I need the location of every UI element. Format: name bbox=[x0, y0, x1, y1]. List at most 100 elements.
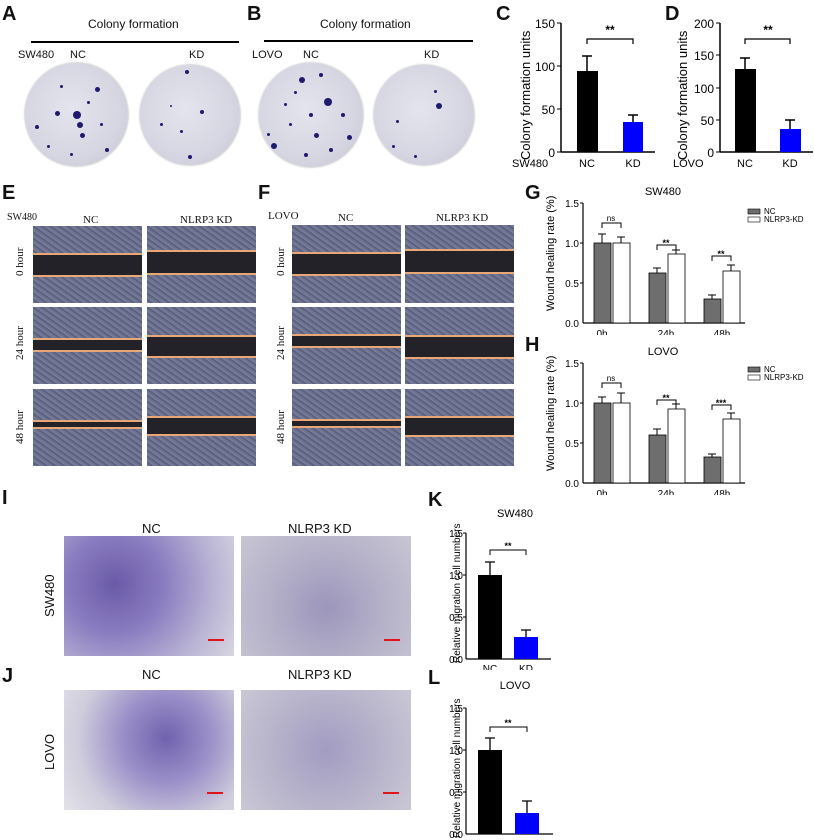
svg-text:ns: ns bbox=[607, 374, 615, 383]
svg-text:1.5: 1.5 bbox=[449, 529, 463, 540]
panel-a-underline bbox=[31, 41, 239, 43]
svg-text:1.0: 1.0 bbox=[565, 399, 579, 410]
colony-dish-sw480-kd bbox=[140, 65, 240, 165]
svg-text:100: 100 bbox=[694, 82, 714, 96]
svg-text:150: 150 bbox=[535, 17, 555, 31]
panel-e-row-48h: 48 hour bbox=[14, 410, 26, 444]
svg-text:NLRP3-KD: NLRP3-KD bbox=[764, 215, 804, 224]
svg-text:**: ** bbox=[504, 541, 512, 551]
svg-text:SW480: SW480 bbox=[512, 158, 548, 170]
svg-text:100: 100 bbox=[535, 60, 555, 74]
svg-text:50: 50 bbox=[542, 103, 556, 117]
svg-text:1.5: 1.5 bbox=[565, 199, 579, 210]
svg-text:150: 150 bbox=[694, 49, 714, 63]
chart-h-ylabel: Wound healing rate (%) bbox=[545, 356, 557, 471]
svg-text:0.0: 0.0 bbox=[449, 830, 463, 840]
wound-image-lovo-nc-48h bbox=[292, 389, 401, 466]
svg-text:0h: 0h bbox=[596, 489, 607, 495]
chart-g-wound-sw480: SW480 Wound healing rate (%) 1.5 1.0 0.5… bbox=[545, 186, 804, 335]
wound-image-sw480-kd-0h bbox=[147, 226, 256, 303]
svg-text:***: *** bbox=[716, 398, 727, 408]
transwell-image-sw480-kd bbox=[241, 536, 411, 656]
wound-image-sw480-kd-24h bbox=[147, 307, 256, 384]
svg-text:0.0: 0.0 bbox=[565, 319, 579, 330]
transwell-image-sw480-nc bbox=[64, 536, 234, 656]
svg-text:0.5: 0.5 bbox=[565, 279, 579, 290]
svg-text:1.0: 1.0 bbox=[449, 746, 463, 757]
svg-text:0.0: 0.0 bbox=[449, 655, 463, 666]
svg-text:24h: 24h bbox=[658, 489, 675, 495]
panel-a-cell-line: SW480 bbox=[18, 49, 55, 61]
svg-text:1.5: 1.5 bbox=[565, 359, 579, 370]
panel-label-h: H bbox=[525, 334, 540, 356]
chart-l-ylabel: Relative migration cell numbers bbox=[452, 698, 463, 838]
svg-text:1.5: 1.5 bbox=[449, 704, 463, 715]
wound-image-sw480-nc-24h bbox=[33, 307, 142, 384]
svg-text:LOVO: LOVO bbox=[648, 346, 679, 358]
wound-image-lovo-nc-24h bbox=[292, 307, 401, 384]
panel-label-a: A bbox=[2, 3, 17, 25]
chart-k-migration-sw480: SW480 Relative migration cell numbers 1.… bbox=[449, 508, 551, 670]
svg-text:0.0: 0.0 bbox=[565, 479, 579, 490]
panel-a-title: Colony formation bbox=[88, 17, 179, 31]
panel-i-col-nc: NC bbox=[142, 521, 161, 536]
panel-e-col-kd: NLRP3 KD bbox=[180, 214, 233, 226]
colony-dish-lovo-kd bbox=[374, 65, 474, 165]
svg-text:KD: KD bbox=[519, 664, 533, 670]
panel-f-cell-line: LOVO bbox=[268, 210, 299, 222]
transwell-image-lovo-kd bbox=[241, 690, 411, 810]
svg-text:0: 0 bbox=[707, 146, 714, 160]
svg-text:LOVO: LOVO bbox=[673, 158, 704, 170]
svg-text:SW480: SW480 bbox=[645, 186, 681, 198]
wound-image-sw480-kd-48h bbox=[147, 389, 256, 466]
panel-e-row-0h: 0 hour bbox=[14, 247, 26, 276]
chart-h-wound-lovo: LOVO Wound healing rate (%) 1.5 1.0 0.5 … bbox=[545, 346, 804, 495]
panel-b-group-nc: NC bbox=[303, 49, 319, 61]
chart-c-colony-sw480: Colony formation units 150 100 50 0 ** S… bbox=[512, 17, 655, 170]
svg-text:0h: 0h bbox=[596, 329, 607, 335]
panel-i-col-kd: NLRP3 KD bbox=[288, 521, 352, 536]
wound-image-lovo-nc-0h bbox=[292, 225, 401, 303]
wound-image-lovo-kd-24h bbox=[405, 307, 514, 384]
chart-d-colony-lovo: Colony formation units 200 150 100 50 0 … bbox=[673, 17, 813, 170]
svg-text:50: 50 bbox=[701, 114, 715, 128]
panel-b-group-kd: KD bbox=[424, 49, 440, 61]
panel-b-underline bbox=[264, 40, 473, 42]
panel-f-col-nc: NC bbox=[338, 212, 354, 224]
panel-f-col-kd: NLRP3 KD bbox=[436, 212, 489, 224]
chart-d-ylabel: Colony formation units bbox=[675, 30, 690, 160]
panel-label-j: J bbox=[2, 665, 14, 687]
svg-text:LOVO: LOVO bbox=[500, 680, 531, 692]
panel-a-group-kd: KD bbox=[189, 49, 205, 61]
wound-image-sw480-nc-48h bbox=[33, 389, 142, 466]
wound-image-lovo-kd-0h bbox=[405, 225, 514, 303]
panel-a-group-nc: NC bbox=[70, 49, 86, 61]
panel-j-col-nc: NC bbox=[142, 667, 161, 682]
panel-label-c: C bbox=[496, 3, 511, 25]
panel-e-row-24h: 24 hour bbox=[14, 326, 26, 360]
svg-text:NC: NC bbox=[483, 664, 497, 670]
chart-c-ylabel: Colony formation units bbox=[518, 30, 533, 160]
panel-f-row-48h: 48 hour bbox=[275, 410, 287, 444]
panel-b-cell-line: LOVO bbox=[252, 49, 283, 61]
svg-text:48h: 48h bbox=[714, 489, 731, 495]
svg-text:24h: 24h bbox=[658, 329, 675, 335]
svg-text:SW480: SW480 bbox=[497, 508, 533, 520]
panel-e-cell-line: SW480 bbox=[7, 212, 37, 223]
panel-e-col-nc: NC bbox=[83, 214, 99, 226]
svg-text:1.0: 1.0 bbox=[449, 571, 463, 582]
svg-text:NC: NC bbox=[579, 158, 595, 170]
svg-text:**: ** bbox=[763, 23, 773, 37]
wound-image-lovo-kd-48h bbox=[405, 389, 514, 466]
svg-text:**: ** bbox=[662, 238, 670, 248]
svg-text:NC: NC bbox=[737, 158, 753, 170]
svg-text:48h: 48h bbox=[714, 329, 731, 335]
panel-f-row-24h: 24 hour bbox=[275, 326, 287, 360]
panel-label-e: E bbox=[2, 182, 16, 204]
panel-f-row-0h: 0 hour bbox=[275, 247, 287, 276]
panel-label-f: F bbox=[258, 182, 271, 204]
svg-text:**: ** bbox=[605, 23, 615, 37]
panel-i-row-label: SW480 bbox=[42, 574, 57, 617]
svg-text:0: 0 bbox=[548, 146, 555, 160]
svg-text:200: 200 bbox=[694, 17, 714, 31]
